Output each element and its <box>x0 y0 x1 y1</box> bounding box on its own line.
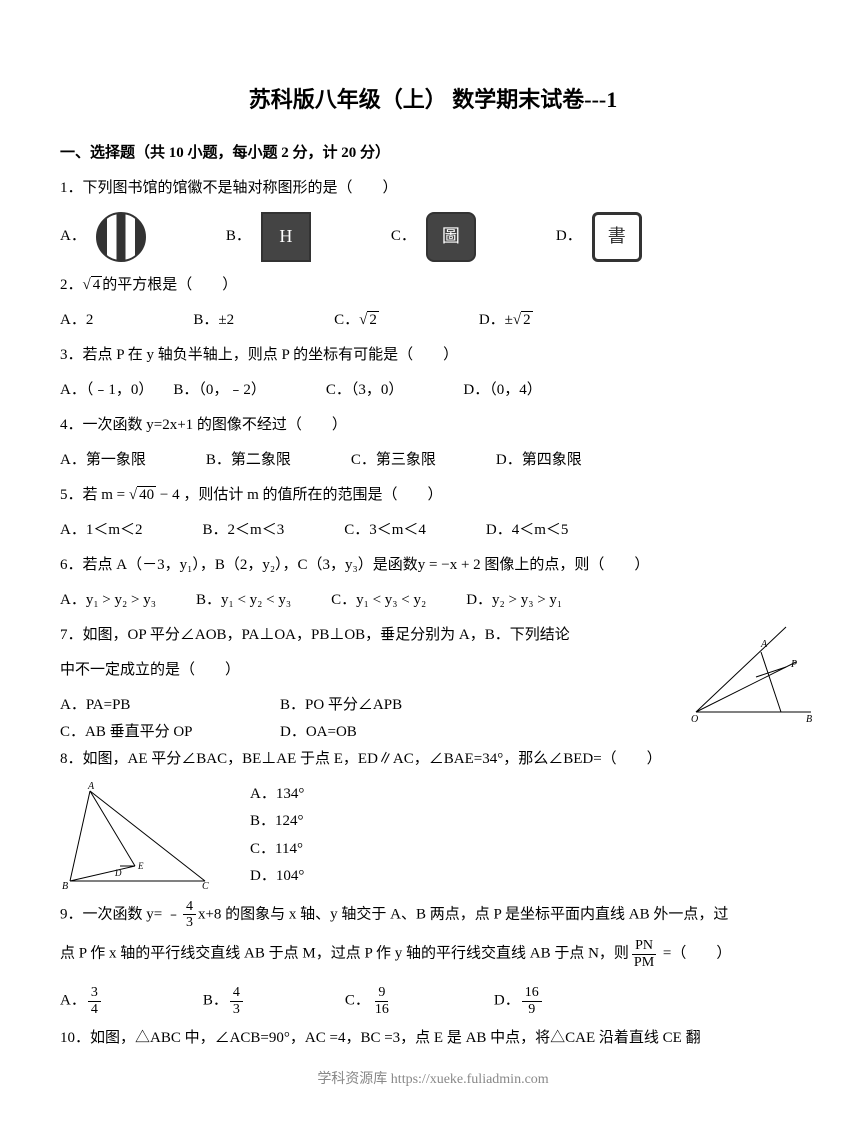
q6-opt-c: C．y₁ < y₃ < y₂ <box>331 587 426 614</box>
svg-text:B: B <box>62 881 68 891</box>
q5-sqrt: 40 <box>137 486 156 503</box>
q9-line1: 9．一次函数 y= ﹣43x+8 的图象与 x 轴、y 轴交于 A、B 两点，点… <box>60 899 806 931</box>
q2-text-after: 的平方根是（ ） <box>102 277 237 293</box>
q7-diagram-icon: O A B P <box>686 622 816 722</box>
q3-opt-b: B．（0，﹣2） <box>173 377 266 404</box>
q8-opt-d: D．104° <box>250 863 304 890</box>
q1-options: A． B． H C． 圖 D． 書 <box>60 212 806 262</box>
svg-text:A: A <box>760 639 768 650</box>
q2-opt-d: D．±√2 <box>479 307 533 334</box>
q9-line2: 点 P 作 x 轴的平行线交直线 AB 于点 M，过点 P 作 y 轴的平行线交… <box>60 938 806 970</box>
svg-text:D: D <box>114 868 122 878</box>
q8-opt-b: B．124° <box>250 808 304 835</box>
page-footer: 学科资源库 https://xueke.fuliadmin.com <box>0 1067 866 1092</box>
q2-options: A．2 B．±2 C．√2 D．±√2 <box>60 307 806 334</box>
svg-text:C: C <box>202 881 209 891</box>
q2-opt-a: A．2 <box>60 307 93 334</box>
q9-opt-a: A．34 <box>60 985 103 1017</box>
q4-opt-b: B．第二象限 <box>206 447 291 474</box>
q1-opt-a: A． <box>60 223 86 250</box>
svg-text:E: E <box>137 861 144 871</box>
q1-text: 1．下列图书馆的馆徽不是轴对称图形的是（ ） <box>60 175 806 202</box>
q2: 2．√4的平方根是（ ） <box>60 272 806 299</box>
q8-diagram-icon: A B C D E <box>60 781 210 891</box>
q8-options: A．134° B．124° C．114° D．104° <box>250 781 304 891</box>
q4-opt-d: D．第四象限 <box>496 447 582 474</box>
svg-text:A: A <box>87 781 95 792</box>
q5: 5．若 m = √40 − 4 ，则估计 m 的值所在的范围是（ ） <box>60 482 806 509</box>
q2-text-before: 2． <box>60 277 83 293</box>
q9-opt-d: D．169 <box>494 985 544 1017</box>
q7-opt-c: C．AB 垂直平分 OP <box>60 719 280 746</box>
q8-opt-a: A．134° <box>250 781 304 808</box>
logo-c-icon: 圖 <box>426 212 476 262</box>
q9-options: A．34 B．43 C．916 D．169 <box>60 985 806 1017</box>
q4-opt-c: C．第三象限 <box>351 447 436 474</box>
q5-opt-b: B．2＜m＜3 <box>203 517 285 544</box>
q7-opt-b: B．PO 平分∠APB <box>280 692 500 719</box>
q5-text-after: − 4 ，则估计 m 的值所在的范围是（ ） <box>156 487 442 503</box>
q1-opt-b: B． <box>226 223 251 250</box>
q1-opt-d: D． <box>556 223 582 250</box>
q2-opt-c: C．√2 <box>334 307 379 334</box>
q4-options: A．第一象限 B．第二象限 C．第三象限 D．第四象限 <box>60 447 806 474</box>
q3-text: 3．若点 P 在 y 轴负半轴上，则点 P 的坐标有可能是（ ） <box>60 342 806 369</box>
q4-text: 4．一次函数 y=2x+1 的图像不经过（ ） <box>60 412 806 439</box>
q7-opt-a: A．PA=PB <box>60 692 280 719</box>
logo-b-icon: H <box>261 212 311 262</box>
svg-text:P: P <box>790 659 797 670</box>
logo-a-icon <box>96 212 146 262</box>
q3-opt-d: D．（0，4） <box>463 377 541 404</box>
q9-opt-c: C．916 <box>345 985 394 1017</box>
q5-opt-c: C．3＜m＜4 <box>344 517 426 544</box>
q2-sqrt: 4 <box>91 276 103 293</box>
q8-row: A B C D E A．134° B．124° C．114° D．104° <box>60 781 806 891</box>
q8-text: 8．如图，AE 平分∠BAC，BE⊥AE 于点 E，ED∥AC，∠BAE=34°… <box>60 746 806 773</box>
q1-opt-c: C． <box>391 223 416 250</box>
q5-opt-a: A．1＜m＜2 <box>60 517 143 544</box>
q6-options: A．y₁ > y₂ > y₃ B．y₁ < y₂ < y₃ C．y₁ < y₃ … <box>60 587 806 614</box>
page-title: 苏科版八年级（上） 数学期末试卷---1 <box>60 80 806 120</box>
q3-options: A．（﹣1，0） B．（0，﹣2） C．（3，0） D．（0，4） <box>60 377 806 404</box>
q7-opt-d: D．OA=OB <box>280 719 500 746</box>
q9-opt-b: B．43 <box>203 985 245 1017</box>
q8-opt-c: C．114° <box>250 836 304 863</box>
q3-opt-c: C．（3，0） <box>326 377 404 404</box>
q6-opt-b: B．y₁ < y₂ < y₃ <box>196 587 291 614</box>
q6-opt-a: A．y₁ > y₂ > y₃ <box>60 587 156 614</box>
svg-text:O: O <box>691 714 698 722</box>
svg-text:B: B <box>806 714 812 722</box>
q5-text-before: 5．若 m = <box>60 487 129 503</box>
q4-opt-a: A．第一象限 <box>60 447 146 474</box>
section-header: 一、选择题（共 10 小题，每小题 2 分，计 20 分） <box>60 140 806 167</box>
q3-opt-a: A．（﹣1，0） <box>60 377 153 404</box>
q6-text: 6．若点 A（－3，y₁），B（2，y₂），C（3，y₃）是函数y = −x +… <box>60 552 806 579</box>
q5-options: A．1＜m＜2 B．2＜m＜3 C．3＜m＜4 D．4＜m＜5 <box>60 517 806 544</box>
q7-wrapper: 7．如图，OP 平分∠AOB，PA⊥OA，PB⊥OB，垂足分别为 A，B．下列结… <box>60 622 806 746</box>
q2-opt-b: B．±2 <box>193 307 234 334</box>
q5-opt-d: D．4＜m＜5 <box>486 517 569 544</box>
q6-opt-d: D．y₂ > y₃ > y₁ <box>466 587 562 614</box>
logo-d-icon: 書 <box>592 212 642 262</box>
q10-text: 10．如图，△ABC 中，∠ACB=90°，AC =4，BC =3，点 E 是 … <box>60 1025 806 1052</box>
